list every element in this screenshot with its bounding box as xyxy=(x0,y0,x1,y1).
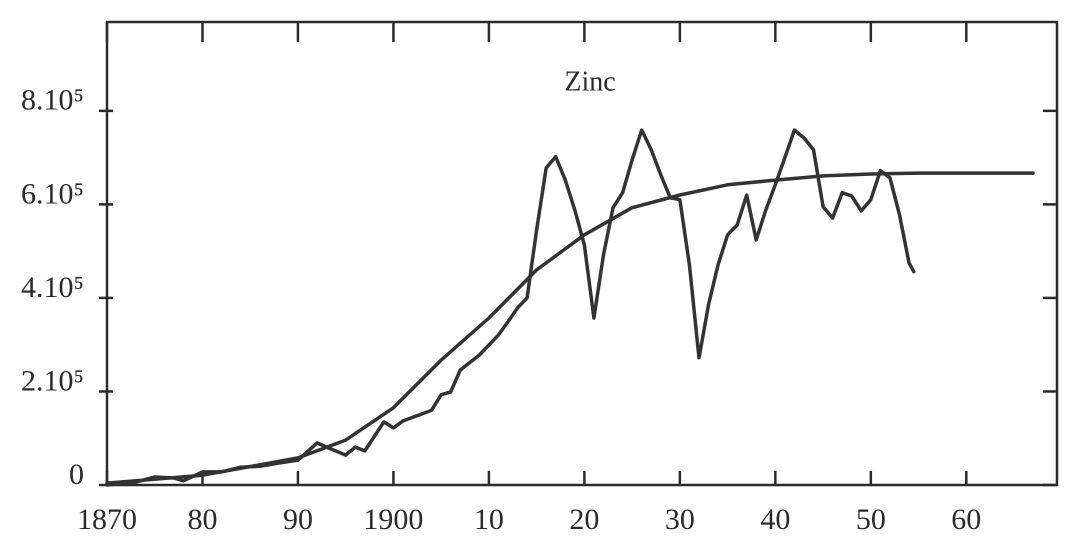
y-tick-label: 2.10⁵ xyxy=(21,364,84,397)
x-tick-label: 20 xyxy=(569,503,599,536)
y-tick-label: 8.10⁵ xyxy=(21,84,84,117)
y-tick-label: 0 xyxy=(69,458,84,491)
x-tick-label: 1870 xyxy=(77,503,137,536)
x-tick-label: 10 xyxy=(474,503,504,536)
data-line xyxy=(105,171,1035,485)
data-line xyxy=(105,128,916,487)
x-tick-label: 40 xyxy=(760,503,790,536)
chart-title: Zinc xyxy=(564,66,615,97)
plot-frame xyxy=(105,20,1059,487)
x-tick-label: 1900 xyxy=(363,503,423,536)
x-tick-label: 30 xyxy=(665,503,695,536)
x-tick-label: 80 xyxy=(187,503,217,536)
x-tick-label: 90 xyxy=(283,503,313,536)
y-tick-label: 4.10⁵ xyxy=(21,271,84,304)
x-tick-label: 60 xyxy=(951,503,981,536)
x-tick-label: 50 xyxy=(856,503,886,536)
y-tick-label: 6.10⁵ xyxy=(21,177,84,210)
